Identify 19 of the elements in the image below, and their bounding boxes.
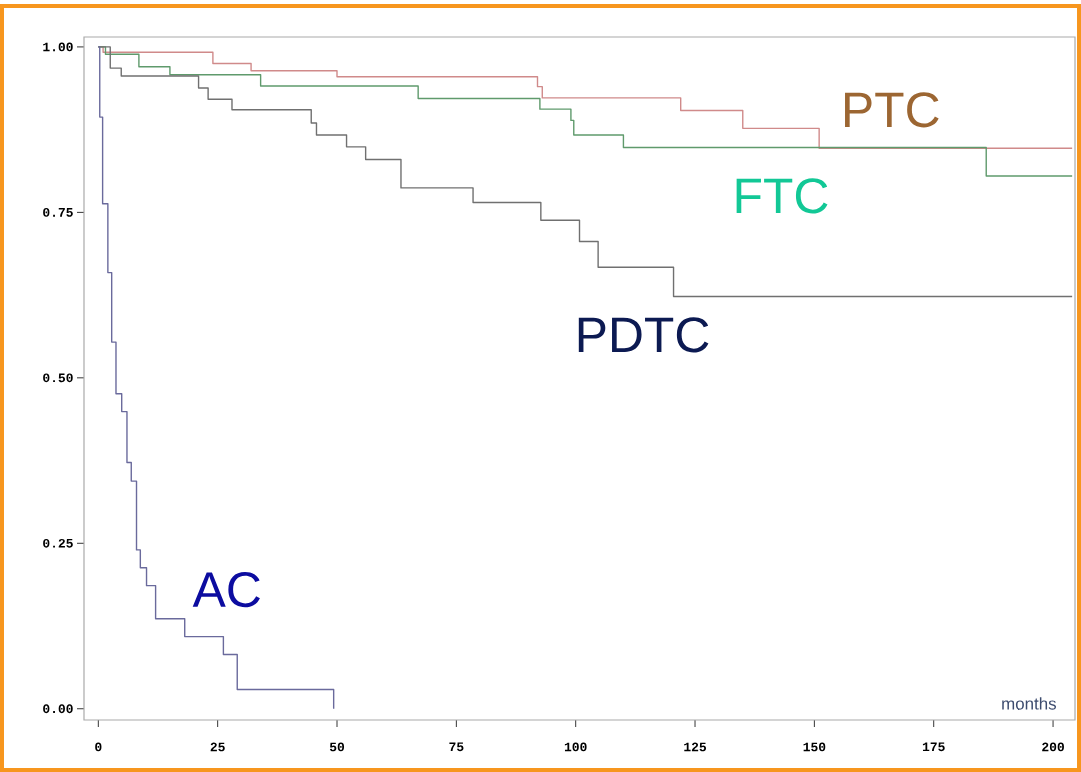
x-tick-label: 50 bbox=[329, 742, 345, 752]
x-tick-label: 150 bbox=[803, 742, 826, 752]
x-tick-label: 75 bbox=[449, 742, 464, 752]
y-tick-label: 1.00 bbox=[43, 42, 73, 52]
y-tick-label: 0.25 bbox=[43, 538, 73, 548]
x-tick-label: 100 bbox=[564, 742, 587, 752]
y-tick-label: 0.00 bbox=[43, 704, 73, 714]
x-tick-label: 125 bbox=[684, 742, 707, 752]
x-tick-label: 200 bbox=[1042, 742, 1064, 752]
x-tick-label: 0 bbox=[95, 742, 102, 752]
y-tick-label: 0.50 bbox=[43, 373, 73, 383]
series-label: FTC bbox=[736, 178, 828, 214]
y-tick-label: 0.75 bbox=[43, 207, 73, 217]
x-tick-label: 175 bbox=[922, 742, 945, 752]
series-label: PDTC bbox=[578, 317, 709, 353]
x-tick-label: 25 bbox=[210, 742, 225, 752]
series-label: AC bbox=[192, 571, 260, 608]
series-label: PTC bbox=[845, 92, 939, 128]
x-axis-title: months bbox=[1002, 697, 1057, 710]
